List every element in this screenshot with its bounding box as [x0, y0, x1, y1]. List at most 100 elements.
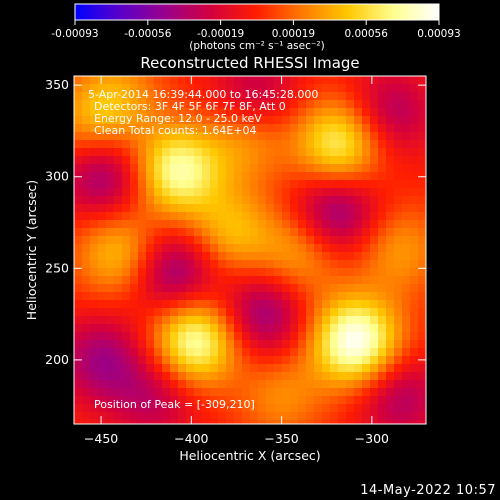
- heatmap-cell: [162, 316, 171, 325]
- heatmap-cell: [418, 396, 426, 405]
- heatmap-cell: [210, 332, 219, 341]
- heatmap-cell: [74, 108, 83, 117]
- heatmap-cell: [378, 404, 387, 413]
- heatmap-cell: [258, 148, 267, 157]
- heatmap-cell: [394, 308, 403, 317]
- heatmap-cell: [418, 260, 426, 269]
- heatmap-cell: [146, 276, 155, 285]
- heatmap-cell: [138, 84, 147, 93]
- heatmap-cell: [354, 172, 363, 181]
- heatmap-cell: [346, 212, 355, 221]
- heatmap-cell: [138, 284, 147, 293]
- heatmap-cell: [362, 188, 371, 197]
- heatmap-cell: [210, 420, 219, 424]
- heatmap-cell: [410, 76, 419, 85]
- heatmap-cell: [74, 140, 83, 149]
- heatmap-cell: [298, 92, 307, 101]
- heatmap-cell: [186, 268, 195, 277]
- heatmap-cell: [354, 180, 363, 189]
- heatmap-cell: [370, 420, 379, 424]
- heatmap-cell: [202, 196, 211, 205]
- heatmap-cell: [186, 276, 195, 285]
- heatmap-cell: [346, 116, 355, 125]
- heatmap-cell: [346, 172, 355, 181]
- heatmap-cell: [146, 116, 155, 125]
- heatmap-cell: [258, 236, 267, 245]
- heatmap-cell: [218, 84, 227, 93]
- heatmap-cell: [402, 196, 411, 205]
- heatmap-cell: [106, 172, 115, 181]
- heatmap-cell: [234, 308, 243, 317]
- heatmap-cell: [122, 180, 131, 189]
- heatmap-cell: [82, 308, 91, 317]
- heatmap-cell: [178, 108, 187, 117]
- heatmap-cell: [90, 380, 99, 389]
- heatmap-cell: [186, 76, 195, 85]
- heatmap-cell: [162, 228, 171, 237]
- heatmap-cell: [130, 204, 139, 213]
- heatmap-cell: [370, 180, 379, 189]
- heatmap-cell: [258, 356, 267, 365]
- heatmap-cell: [178, 372, 187, 381]
- heatmap-cell: [234, 404, 243, 413]
- heatmap-cell: [170, 276, 179, 285]
- heatmap-cell: [194, 300, 203, 309]
- heatmap-cell: [122, 204, 131, 213]
- heatmap-cell: [306, 268, 315, 277]
- heatmap-cell: [122, 284, 131, 293]
- heatmap-cell: [370, 84, 379, 93]
- heatmap-cell: [98, 100, 107, 109]
- heatmap-cell: [370, 140, 379, 149]
- heatmap-cell: [90, 236, 99, 245]
- heatmap-cell: [418, 164, 426, 173]
- heatmap-cell: [226, 76, 235, 85]
- heatmap-cell: [242, 356, 251, 365]
- heatmap-cell: [258, 388, 267, 397]
- heatmap-cell: [170, 340, 179, 349]
- heatmap-cell: [170, 140, 179, 149]
- heatmap-cell: [218, 308, 227, 317]
- heatmap-cell: [354, 356, 363, 365]
- heatmap-cell: [306, 148, 315, 157]
- heatmap-cell: [122, 140, 131, 149]
- heatmap-cell: [354, 124, 363, 133]
- heatmap-cell: [122, 164, 131, 173]
- heatmap-cell: [394, 268, 403, 277]
- heatmap-cell: [258, 124, 267, 133]
- heatmap-cell: [210, 236, 219, 245]
- heatmap-cell: [90, 252, 99, 261]
- heatmap-cell: [354, 252, 363, 261]
- heatmap-cell: [346, 196, 355, 205]
- heatmap-cell: [74, 404, 83, 413]
- heatmap-cell: [354, 268, 363, 277]
- heatmap-cell: [202, 284, 211, 293]
- heatmap-cell: [154, 340, 163, 349]
- heatmap-cell: [282, 412, 291, 421]
- heatmap-cell: [194, 148, 203, 157]
- heatmap-cell: [274, 244, 283, 253]
- heatmap-cell: [378, 188, 387, 197]
- heatmap-cell: [258, 364, 267, 373]
- heatmap-cell: [98, 372, 107, 381]
- heatmap-cell: [266, 404, 275, 413]
- heatmap-cell: [282, 228, 291, 237]
- heatmap-cell: [98, 316, 107, 325]
- heatmap-cell: [210, 204, 219, 213]
- heatmap-cell: [266, 92, 275, 101]
- heatmap-cell: [138, 388, 147, 397]
- heatmap-cell: [266, 228, 275, 237]
- heatmap-cell: [82, 188, 91, 197]
- heatmap-cell: [290, 196, 299, 205]
- heatmap-cell: [410, 140, 419, 149]
- heatmap-cell: [98, 268, 107, 277]
- heatmap-cell: [82, 420, 91, 424]
- heatmap-cell: [82, 292, 91, 301]
- heatmap-cell: [402, 220, 411, 229]
- heatmap-cell: [210, 108, 219, 117]
- heatmap-cell: [378, 380, 387, 389]
- heatmap-cell: [298, 276, 307, 285]
- heatmap-cell: [178, 412, 187, 421]
- colorbar-tick-label: -0.00093: [51, 28, 98, 40]
- heatmap-cell: [186, 252, 195, 261]
- heatmap-cell: [186, 316, 195, 325]
